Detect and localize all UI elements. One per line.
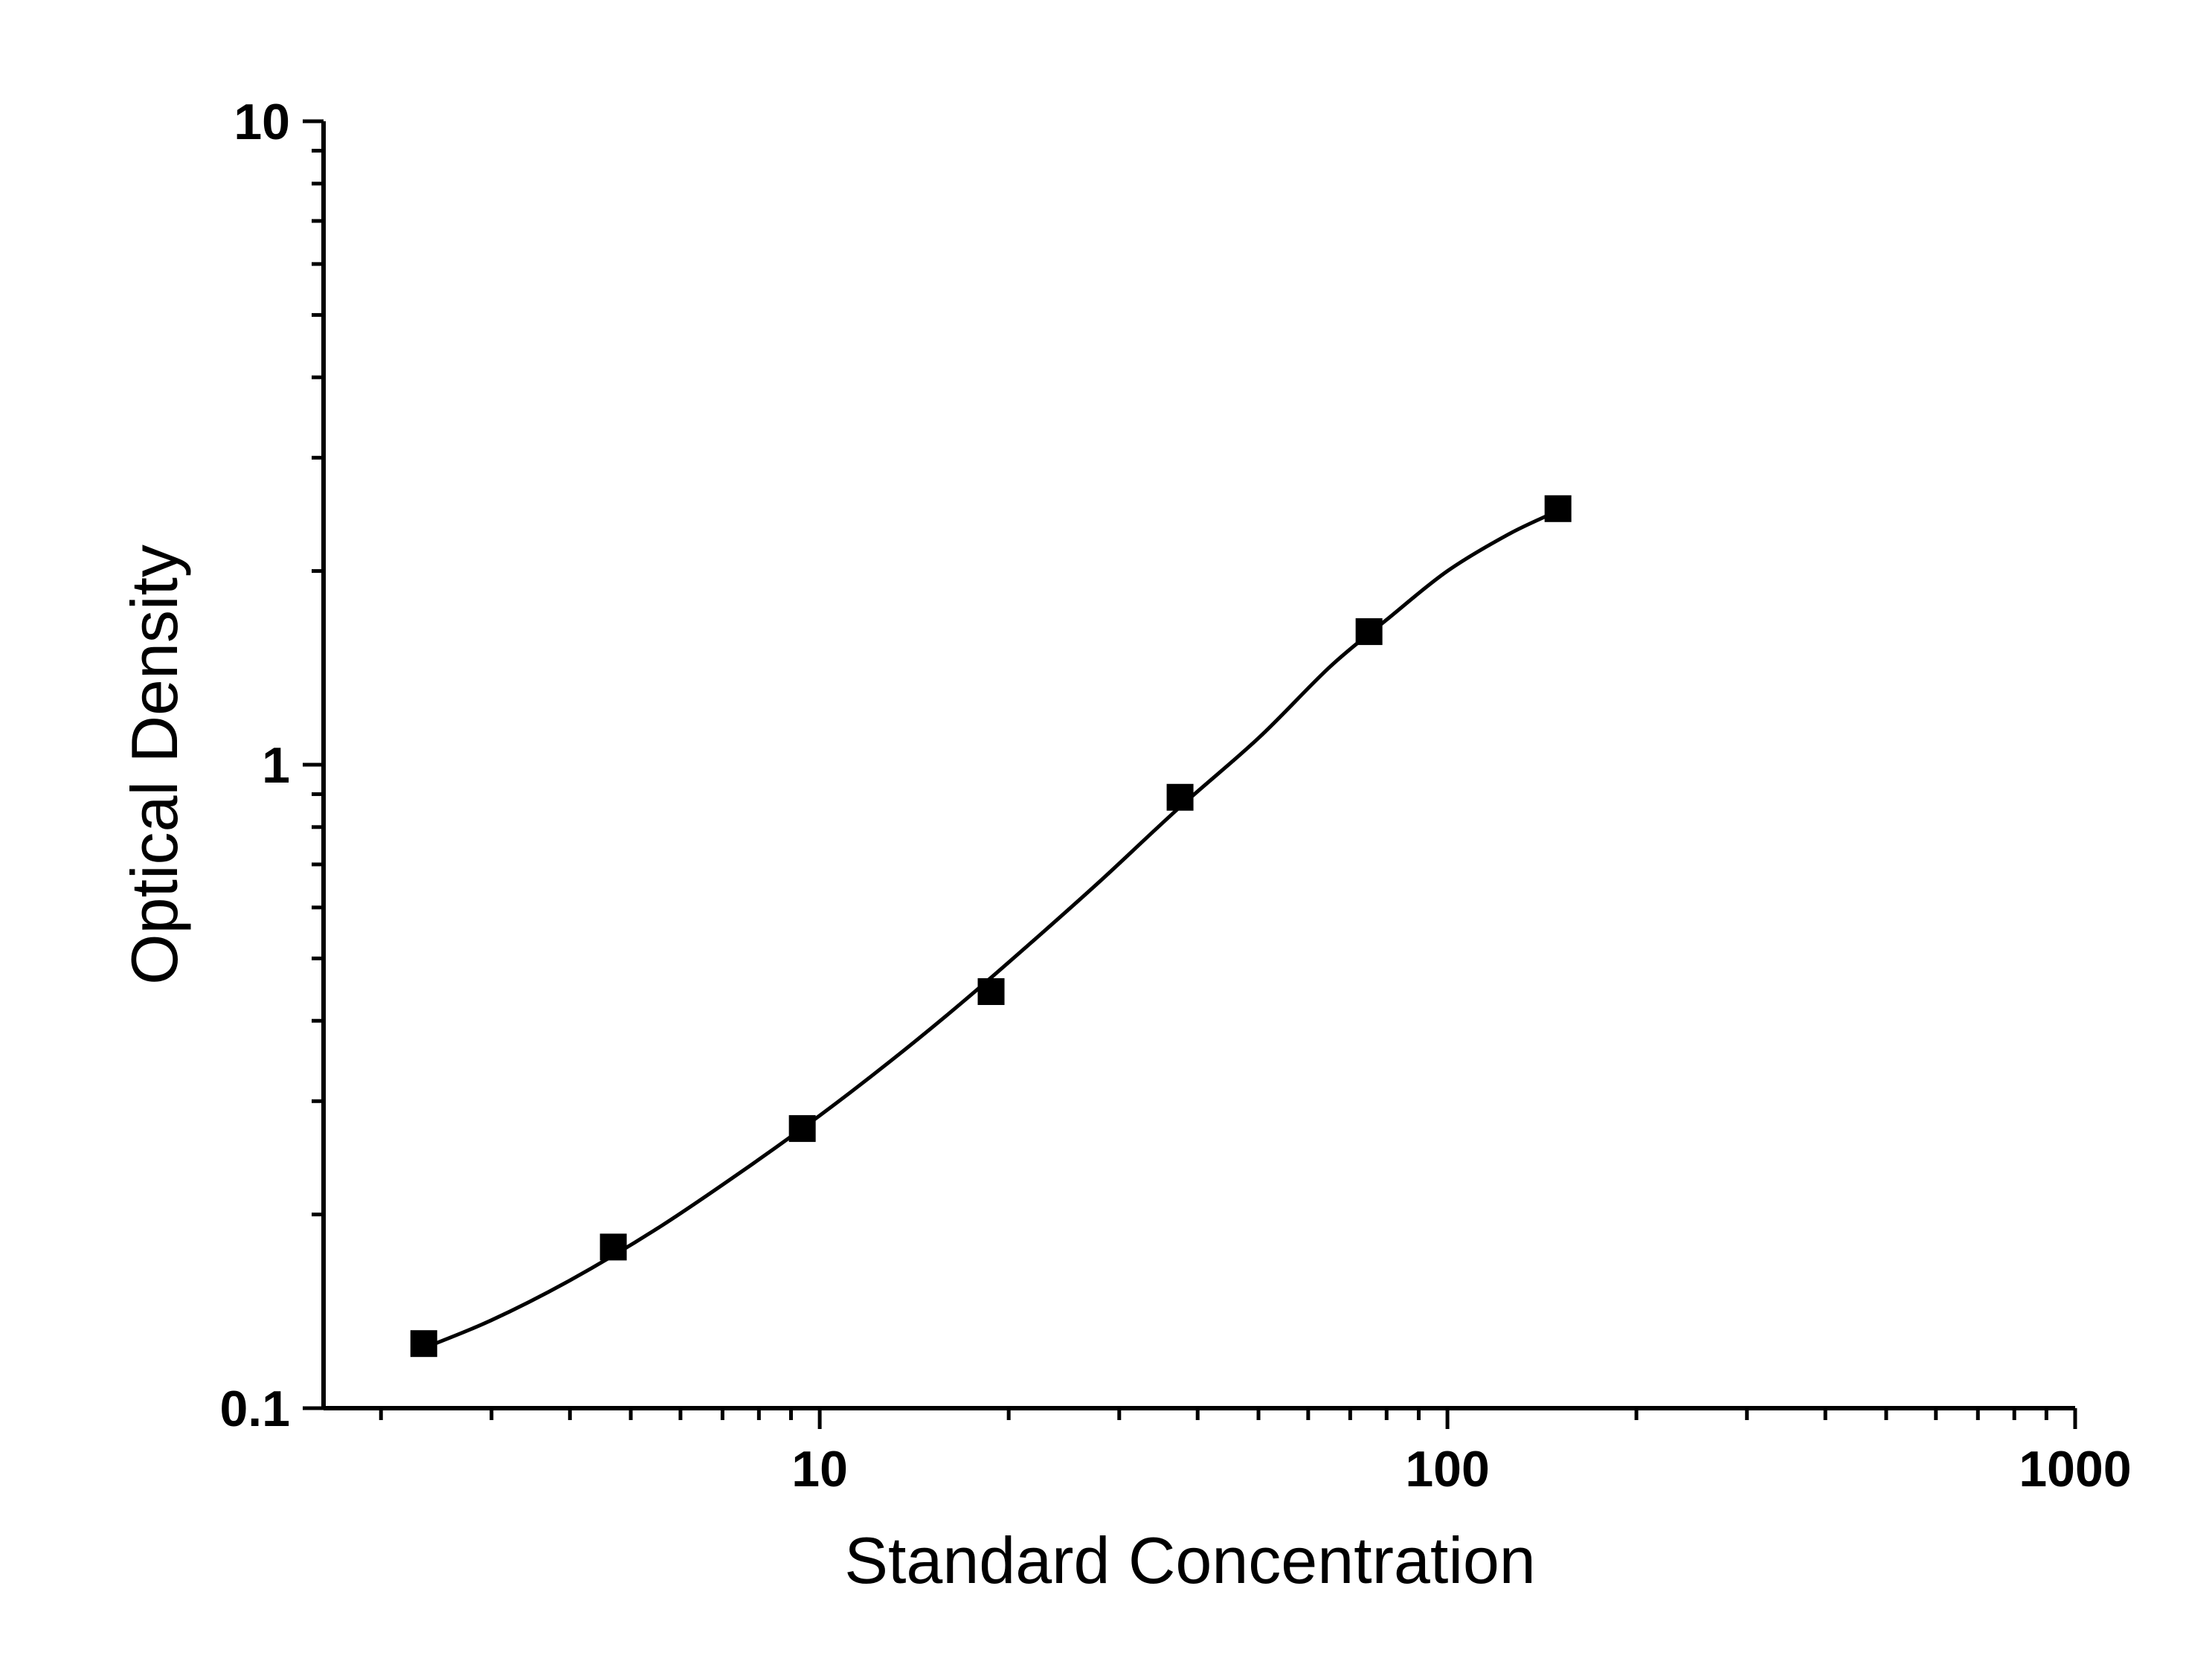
fit-curve-line: [422, 509, 1559, 1350]
x-axis-ticks: 10 100 1000: [379, 1408, 2132, 1497]
y-tick-label: 0.1: [219, 1381, 290, 1437]
y-axis-ticks: 0.1 1 10: [219, 94, 324, 1437]
data-point-marker: [1166, 783, 1194, 811]
x-tick-label: 1000: [2019, 1441, 2131, 1497]
x-tick-label: 100: [1405, 1441, 1489, 1497]
axes: 10 100 1000 0.1 1 10: [219, 94, 2131, 1497]
data-point-marker: [1544, 495, 1572, 522]
data-point-marker: [1355, 618, 1383, 646]
data-point-marker: [788, 1115, 816, 1143]
y-tick-label: 1: [262, 737, 290, 794]
x-axis-title: Standard Concentration: [844, 1523, 1536, 1597]
x-tick-label: 10: [791, 1441, 848, 1497]
y-tick-label: 10: [234, 94, 290, 150]
data-points: [410, 495, 1572, 1358]
data-point-marker: [599, 1233, 627, 1261]
data-point-marker: [410, 1330, 437, 1358]
y-axis-title: Optical Density: [118, 545, 191, 985]
data-point-marker: [977, 978, 1005, 1006]
